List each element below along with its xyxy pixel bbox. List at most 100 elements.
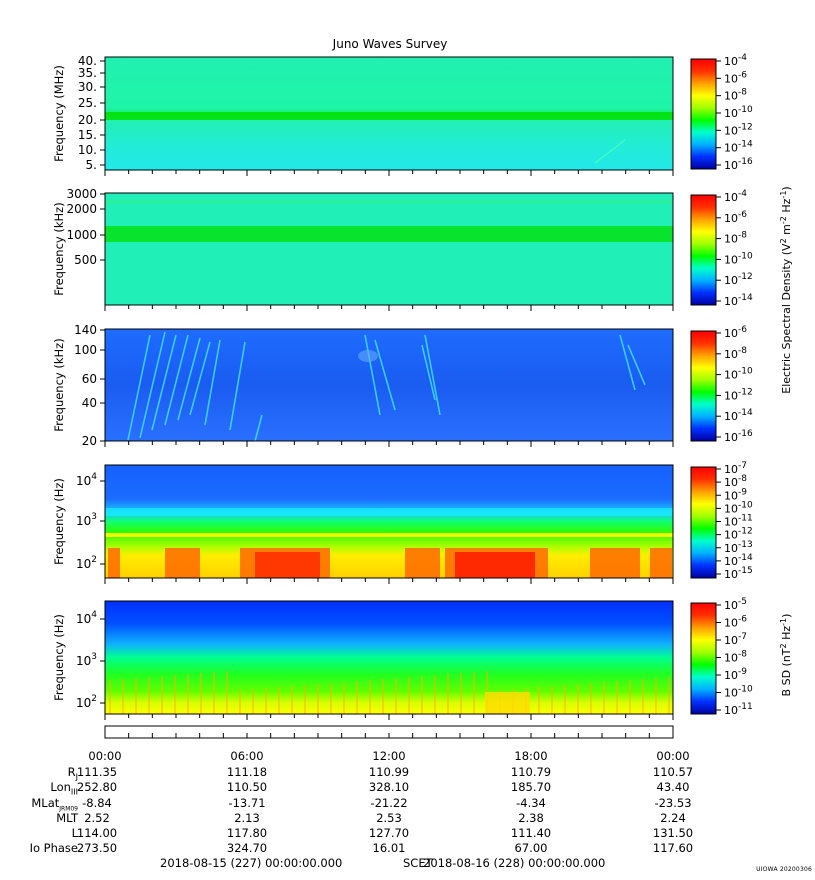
time-tick-label: 00:00 bbox=[88, 749, 121, 763]
burst-streak bbox=[254, 414, 263, 442]
colorbar-tick-label: 10-13 bbox=[724, 540, 753, 555]
colorbar-tick-label: 10-6 bbox=[724, 70, 747, 85]
ephemeris-label: MLT bbox=[56, 811, 78, 825]
colorbar-3: 10-6 10-8 10-10 10-12 10-14 10-16 bbox=[690, 325, 753, 444]
colorbar-tick-label: 10-12 bbox=[724, 387, 753, 402]
colorbar-tick-label: 10-6 bbox=[724, 615, 747, 630]
ephemeris-value: 252.80 bbox=[76, 780, 118, 794]
y-tick-label: 500 bbox=[74, 253, 97, 267]
footer-end-time: 2018-08-16 (228) 00:00:00.000 bbox=[423, 856, 606, 870]
colorbar-tick-label: 10-12 bbox=[724, 272, 753, 287]
emission-band bbox=[105, 200, 673, 204]
colorbar-tick-label: 10-11 bbox=[724, 514, 753, 529]
ephemeris-label: RJ bbox=[67, 765, 78, 782]
time-tick-label: 06:00 bbox=[230, 749, 263, 763]
colorbar-1: 10-4 10-6 10-8 10-10 10-12 10-14 10-16 bbox=[690, 53, 753, 172]
ephemeris-value: 127.70 bbox=[368, 826, 410, 840]
colorbar-tick-label: 10-8 bbox=[724, 88, 747, 103]
ephemeris-value: 117.80 bbox=[226, 826, 268, 840]
footer-start-time: 2018-08-15 (227) 00:00:00.000 bbox=[160, 856, 343, 870]
ephemeris-value: 110.99 bbox=[368, 765, 410, 779]
burst-streak bbox=[164, 334, 189, 426]
hot-emission bbox=[590, 548, 640, 578]
emission-streak bbox=[594, 139, 626, 164]
y-tick-label: 20 bbox=[82, 434, 97, 448]
y-tick-label: 103 bbox=[76, 512, 97, 528]
ephemeris-value: -8.84 bbox=[82, 796, 112, 810]
y-tick-label: 20. bbox=[78, 113, 97, 127]
colorbar-scale bbox=[690, 58, 717, 170]
ephemeris-value: 110.57 bbox=[652, 765, 694, 779]
panel-5: 104 103 102 Frequency (Hz) bbox=[52, 600, 674, 720]
ephemeris-value: 67.00 bbox=[514, 841, 548, 855]
colorbar-tick-label: 10-11 bbox=[724, 702, 753, 717]
ephemeris-value: 43.40 bbox=[656, 780, 690, 794]
hot-emission bbox=[165, 548, 200, 578]
y-tick-label: 40 bbox=[82, 396, 97, 410]
ephemeris-value: 2.24 bbox=[660, 811, 686, 825]
colorbar-tick-label: 10-8 bbox=[724, 474, 747, 489]
ephemeris-value: 273.50 bbox=[76, 841, 118, 855]
ephemeris-value: -23.53 bbox=[654, 796, 692, 810]
ephemeris-value: 16.01 bbox=[372, 841, 406, 855]
y-tick-label: 3000 bbox=[66, 187, 97, 201]
hot-emission bbox=[108, 548, 120, 578]
y-axis-label: Frequency (kHz) bbox=[52, 202, 66, 295]
ephemeris-value: 328.10 bbox=[368, 780, 410, 794]
colorbar-tick-label: 10-8 bbox=[724, 231, 747, 246]
ephemeris-value: 2.38 bbox=[518, 811, 544, 825]
hot-emission bbox=[405, 548, 440, 578]
colorbar-tick-label: 10-9 bbox=[724, 487, 747, 502]
colorbar-tick-label: 10-14 bbox=[724, 553, 753, 568]
y-tick-label: 102 bbox=[76, 694, 97, 710]
emission-patch bbox=[485, 692, 530, 714]
ephemeris-value: 117.60 bbox=[652, 841, 694, 855]
ephemeris-value: 131.50 bbox=[652, 826, 694, 840]
ephemeris-value: 111.40 bbox=[510, 826, 552, 840]
y-tick-label: 10. bbox=[78, 143, 97, 157]
colorbar-2: 10-4 10-6 10-8 10-10 10-12 10-14 bbox=[690, 189, 753, 308]
emission-band bbox=[105, 533, 673, 537]
y-tick-label: 35. bbox=[78, 66, 97, 80]
ephemeris-label: MLatJRM09 bbox=[31, 796, 78, 813]
colorbar-tick-label: 10-14 bbox=[724, 408, 753, 423]
colorbar-title-electric: Electric Spectral Density (V2 m-2 Hz-1) bbox=[779, 186, 794, 393]
colorbar-scale bbox=[690, 194, 717, 306]
colorbar-tick-label: 10-10 bbox=[724, 367, 753, 382]
burst-streak bbox=[421, 344, 436, 401]
burst-streak bbox=[424, 334, 441, 416]
hot-emission bbox=[650, 548, 672, 578]
y-tick-label: 140 bbox=[74, 323, 97, 337]
colorbar-tick-label: 10-12 bbox=[724, 527, 753, 542]
ephemeris-value: -13.71 bbox=[228, 796, 266, 810]
burst-streak bbox=[229, 341, 246, 431]
colorbar-tick-label: 10-12 bbox=[724, 122, 753, 137]
colorbar-tick-label: 10-5 bbox=[724, 597, 747, 612]
ephemeris-value: 114.00 bbox=[76, 826, 118, 840]
colorbar-tick-label: 10-8 bbox=[724, 650, 747, 665]
spectrogram-image bbox=[105, 329, 673, 441]
colorbar-tick-label: 10-10 bbox=[724, 105, 753, 120]
credit-label: UIOWA 20200306 bbox=[756, 866, 812, 873]
ephemeris-value: 324.70 bbox=[226, 841, 268, 855]
y-axis-label: Frequency (kHz) bbox=[52, 338, 66, 431]
y-tick-label: 5. bbox=[86, 158, 97, 172]
spectrogram-image bbox=[105, 601, 673, 714]
y-tick-label: 104 bbox=[76, 610, 97, 626]
colorbar-tick-label: 10-4 bbox=[724, 53, 747, 68]
burst-streak bbox=[139, 331, 166, 439]
colorbar-tick-label: 10-10 bbox=[724, 685, 753, 700]
time-tick-label: 00:00 bbox=[656, 749, 689, 763]
y-tick-label: 2000 bbox=[66, 202, 97, 216]
panel-3: 140 100 60 40 20 Frequency (kHz) bbox=[52, 323, 674, 448]
ephemeris-value: 2.53 bbox=[376, 811, 402, 825]
y-tick-label: 60 bbox=[82, 372, 97, 386]
colorbar-tick-label: 10-6 bbox=[724, 210, 747, 225]
y-tick-label: 103 bbox=[76, 652, 97, 668]
ephemeris-label: LonIII bbox=[50, 780, 78, 797]
colorbar-tick-label: 10-7 bbox=[724, 632, 747, 647]
colorbar-title-magnetic: B SD (nT2 Hz-1) bbox=[779, 614, 794, 697]
colorbar-tick-label: 10-15 bbox=[724, 566, 753, 581]
